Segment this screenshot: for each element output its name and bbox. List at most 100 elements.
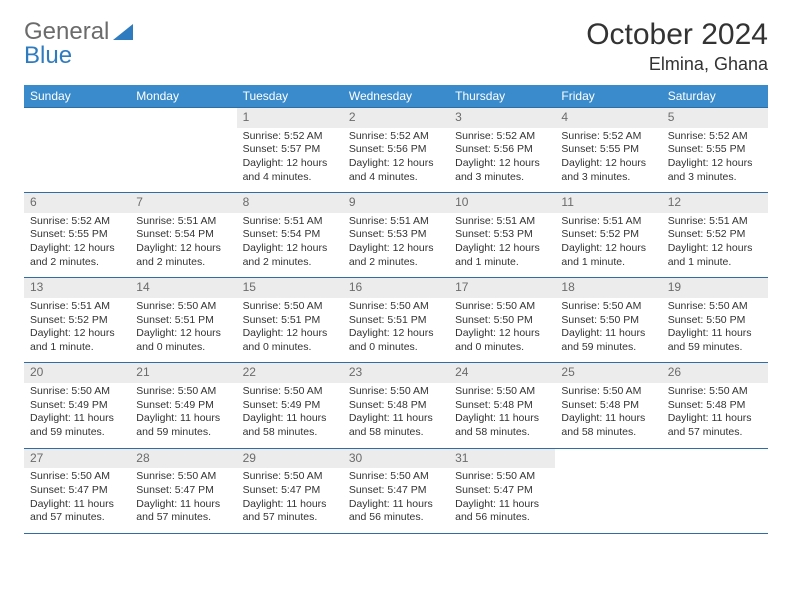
- day-number: 24: [449, 363, 555, 383]
- calendar-cell: 1Sunrise: 5:52 AMSunset: 5:57 PMDaylight…: [237, 108, 343, 193]
- calendar-cell: 29Sunrise: 5:50 AMSunset: 5:47 PMDayligh…: [237, 448, 343, 533]
- daylight-line2: and 58 minutes.: [455, 426, 549, 440]
- day-number: 4: [555, 108, 661, 128]
- daylight-line2: and 59 minutes.: [136, 426, 230, 440]
- day-details: Sunrise: 5:50 AMSunset: 5:48 PMDaylight:…: [555, 383, 661, 448]
- sunrise: Sunrise: 5:51 AM: [455, 215, 549, 229]
- daylight-line2: and 0 minutes.: [243, 341, 337, 355]
- daylight-line2: and 1 minute.: [455, 256, 549, 270]
- daylight-line1: Daylight: 11 hours: [243, 412, 337, 426]
- daylight-line2: and 57 minutes.: [30, 511, 124, 525]
- daylight-line2: and 2 minutes.: [349, 256, 443, 270]
- calendar-cell: 23Sunrise: 5:50 AMSunset: 5:48 PMDayligh…: [343, 363, 449, 448]
- dayhead-wed: Wednesday: [343, 85, 449, 108]
- sunset: Sunset: 5:55 PM: [30, 228, 124, 242]
- daylight-line1: Daylight: 11 hours: [243, 498, 337, 512]
- calendar-row: 1Sunrise: 5:52 AMSunset: 5:57 PMDaylight…: [24, 108, 768, 193]
- day-details: Sunrise: 5:50 AMSunset: 5:49 PMDaylight:…: [24, 383, 130, 448]
- sunset: Sunset: 5:56 PM: [455, 143, 549, 157]
- sunset: Sunset: 5:48 PM: [668, 399, 762, 413]
- day-number: 22: [237, 363, 343, 383]
- day-details: Sunrise: 5:52 AMSunset: 5:55 PMDaylight:…: [555, 128, 661, 193]
- sunrise: Sunrise: 5:51 AM: [30, 300, 124, 314]
- calendar-cell: 30Sunrise: 5:50 AMSunset: 5:47 PMDayligh…: [343, 448, 449, 533]
- day-details: Sunrise: 5:51 AMSunset: 5:52 PMDaylight:…: [24, 298, 130, 363]
- daylight-line2: and 0 minutes.: [349, 341, 443, 355]
- day-details: Sunrise: 5:52 AMSunset: 5:57 PMDaylight:…: [237, 128, 343, 193]
- daylight-line1: Daylight: 11 hours: [561, 327, 655, 341]
- daylight-line2: and 57 minutes.: [668, 426, 762, 440]
- daylight-line2: and 59 minutes.: [668, 341, 762, 355]
- sunset: Sunset: 5:52 PM: [561, 228, 655, 242]
- day-details: Sunrise: 5:50 AMSunset: 5:47 PMDaylight:…: [343, 468, 449, 533]
- sunrise: Sunrise: 5:52 AM: [668, 130, 762, 144]
- sunrise: Sunrise: 5:50 AM: [243, 300, 337, 314]
- day-details: Sunrise: 5:52 AMSunset: 5:55 PMDaylight:…: [24, 213, 130, 278]
- day-number: 27: [24, 449, 130, 469]
- calendar-cell: 18Sunrise: 5:50 AMSunset: 5:50 PMDayligh…: [555, 278, 661, 363]
- day-number: 13: [24, 278, 130, 298]
- day-number: 19: [662, 278, 768, 298]
- day-number: 20: [24, 363, 130, 383]
- day-details: Sunrise: 5:50 AMSunset: 5:47 PMDaylight:…: [237, 468, 343, 533]
- sunset: Sunset: 5:52 PM: [668, 228, 762, 242]
- day-number: 18: [555, 278, 661, 298]
- title-block: October 2024 Elmina, Ghana: [586, 18, 768, 75]
- day-details: Sunrise: 5:50 AMSunset: 5:47 PMDaylight:…: [130, 468, 236, 533]
- daylight-line2: and 1 minute.: [668, 256, 762, 270]
- sunset: Sunset: 5:52 PM: [30, 314, 124, 328]
- daylight-line1: Daylight: 11 hours: [136, 498, 230, 512]
- calendar-cell: 3Sunrise: 5:52 AMSunset: 5:56 PMDaylight…: [449, 108, 555, 193]
- sunset: Sunset: 5:51 PM: [136, 314, 230, 328]
- daylight-line2: and 3 minutes.: [561, 171, 655, 185]
- sunrise: Sunrise: 5:51 AM: [668, 215, 762, 229]
- calendar-cell: 16Sunrise: 5:50 AMSunset: 5:51 PMDayligh…: [343, 278, 449, 363]
- sunset: Sunset: 5:47 PM: [243, 484, 337, 498]
- day-number: 5: [662, 108, 768, 128]
- calendar-cell: 17Sunrise: 5:50 AMSunset: 5:50 PMDayligh…: [449, 278, 555, 363]
- daylight-line2: and 2 minutes.: [243, 256, 337, 270]
- sunrise: Sunrise: 5:52 AM: [243, 130, 337, 144]
- dayhead-thu: Thursday: [449, 85, 555, 108]
- sunrise: Sunrise: 5:50 AM: [349, 470, 443, 484]
- header: General October 2024 Elmina, Ghana: [24, 18, 768, 75]
- sunrise: Sunrise: 5:50 AM: [668, 300, 762, 314]
- daylight-line2: and 58 minutes.: [561, 426, 655, 440]
- dayhead-sun: Sunday: [24, 85, 130, 108]
- sunrise: Sunrise: 5:50 AM: [30, 385, 124, 399]
- calendar-cell: 27Sunrise: 5:50 AMSunset: 5:47 PMDayligh…: [24, 448, 130, 533]
- day-details: Sunrise: 5:50 AMSunset: 5:47 PMDaylight:…: [449, 468, 555, 533]
- calendar-row: 13Sunrise: 5:51 AMSunset: 5:52 PMDayligh…: [24, 278, 768, 363]
- calendar-cell: 28Sunrise: 5:50 AMSunset: 5:47 PMDayligh…: [130, 448, 236, 533]
- sunrise: Sunrise: 5:50 AM: [243, 385, 337, 399]
- daylight-line2: and 58 minutes.: [243, 426, 337, 440]
- day-details: Sunrise: 5:51 AMSunset: 5:54 PMDaylight:…: [130, 213, 236, 278]
- sunset: Sunset: 5:53 PM: [455, 228, 549, 242]
- calendar-cell: 10Sunrise: 5:51 AMSunset: 5:53 PMDayligh…: [449, 193, 555, 278]
- calendar-cell: [130, 108, 236, 193]
- daylight-line2: and 56 minutes.: [455, 511, 549, 525]
- day-details: Sunrise: 5:50 AMSunset: 5:50 PMDaylight:…: [555, 298, 661, 363]
- daylight-line1: Daylight: 12 hours: [455, 157, 549, 171]
- calendar-cell: 11Sunrise: 5:51 AMSunset: 5:52 PMDayligh…: [555, 193, 661, 278]
- daylight-line2: and 59 minutes.: [561, 341, 655, 355]
- daylight-line2: and 2 minutes.: [136, 256, 230, 270]
- day-number: 2: [343, 108, 449, 128]
- day-details: Sunrise: 5:50 AMSunset: 5:51 PMDaylight:…: [130, 298, 236, 363]
- day-number: 21: [130, 363, 236, 383]
- sunset: Sunset: 5:53 PM: [349, 228, 443, 242]
- day-number: 6: [24, 193, 130, 213]
- daylight-line2: and 56 minutes.: [349, 511, 443, 525]
- day-details: Sunrise: 5:52 AMSunset: 5:56 PMDaylight:…: [449, 128, 555, 193]
- day-number: 1: [237, 108, 343, 128]
- calendar-cell: 15Sunrise: 5:50 AMSunset: 5:51 PMDayligh…: [237, 278, 343, 363]
- daylight-line2: and 1 minute.: [30, 341, 124, 355]
- daylight-line1: Daylight: 11 hours: [30, 412, 124, 426]
- sunrise: Sunrise: 5:52 AM: [30, 215, 124, 229]
- day-number: 7: [130, 193, 236, 213]
- sunset: Sunset: 5:49 PM: [30, 399, 124, 413]
- day-number: 31: [449, 449, 555, 469]
- sunrise: Sunrise: 5:50 AM: [668, 385, 762, 399]
- sunset: Sunset: 5:47 PM: [136, 484, 230, 498]
- daylight-line1: Daylight: 11 hours: [349, 412, 443, 426]
